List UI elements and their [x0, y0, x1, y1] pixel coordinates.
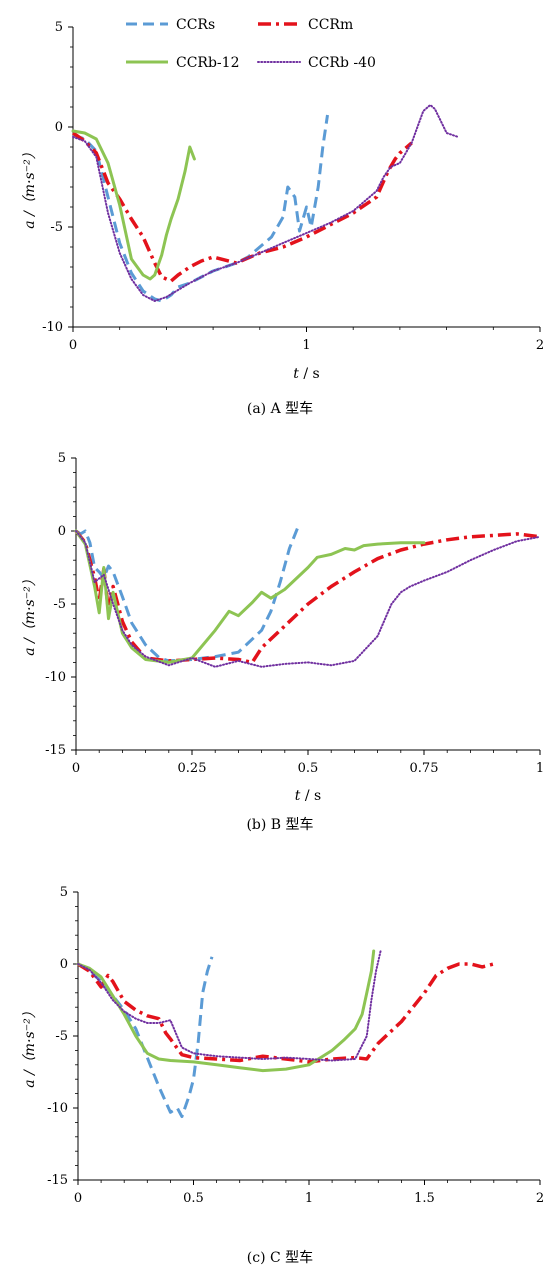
series-line-ccrb12 — [74, 529, 426, 664]
y-tick-label: -15 — [47, 1173, 68, 1188]
x-tick-label: 0 — [72, 761, 80, 776]
legend: CCRs CCRm CCRb-12 CCRb -40 — [126, 17, 376, 71]
chart-panel-3: 5 0 -5 -10 -15 0 0.5 1 1.5 2 a /（m·s⁻²） (c) C 型车 — [22, 885, 544, 1266]
y-tick-label: 0 — [60, 957, 68, 972]
x-tick-label: 0.75 — [410, 761, 439, 776]
series-line-ccrb40 — [72, 104, 460, 302]
series-line-ccrm — [77, 962, 495, 1064]
y-tick-label: -5 — [53, 597, 66, 612]
y-tick-label: 5 — [60, 885, 68, 900]
series-line-ccrm — [72, 131, 413, 283]
y-axis-label: a /（m·s⁻²） — [22, 572, 38, 655]
series-line-ccrs — [75, 524, 301, 663]
y-axis-label: a /（m·s⁻²） — [22, 1004, 38, 1087]
legend-ccrs-label: CCRs — [176, 17, 215, 33]
y-tick-label: -5 — [50, 220, 63, 235]
x-tick-label: 0.25 — [178, 761, 207, 776]
x-tick-label: 1.5 — [414, 1191, 435, 1206]
x-tick-label: 0 — [69, 338, 77, 353]
chart-panel-1: 5 0 -5 -10 0 1 2 t / s a /（m·s⁻²） (a) A 型车 — [22, 20, 544, 417]
y-tick-label: 5 — [55, 20, 63, 35]
x-tick-label: 1 — [305, 1191, 313, 1206]
x-tick-label: 0.5 — [298, 761, 319, 776]
x-tick-label: 2 — [536, 338, 544, 353]
y-tick-label: 0 — [55, 120, 63, 135]
series-line-ccrb12 — [71, 129, 196, 281]
chart-panels: 5 0 -5 -10 0 1 2 t / s a /（m·s⁻²） (a) A 型车 5 0 -5 -10… — [22, 20, 544, 1266]
series-line-ccrb40 — [77, 950, 382, 1062]
x-tick-label: 1 — [536, 761, 544, 776]
y-tick-label: 5 — [58, 451, 66, 466]
y-tick-label: 0 — [58, 524, 66, 539]
series-line-ccrb40 — [75, 530, 541, 668]
x-tick-label: 0.5 — [183, 1191, 204, 1206]
x-axis-label: t / s — [295, 788, 321, 804]
y-tick-label: -10 — [45, 670, 66, 685]
legend-ccrb40-label: CCRb -40 — [308, 55, 376, 71]
x-tick-label: 2 — [536, 1191, 544, 1206]
panel-caption: (c) C 型车 — [247, 1249, 313, 1266]
panel-caption: (a) A 型车 — [247, 400, 313, 417]
chart-panel-2: 5 0 -5 -10 -15 0 0.25 0.5 0.75 1 t / s a /（m·s⁻²） (b… — [22, 451, 544, 833]
y-tick-label: -10 — [42, 320, 63, 335]
x-axis-label: t / s — [293, 366, 319, 382]
x-tick-label: 1 — [302, 338, 310, 353]
y-tick-label: -5 — [55, 1029, 68, 1044]
series-line-ccrs — [72, 114, 329, 303]
y-tick-label: -10 — [47, 1101, 68, 1116]
y-axis-label: a /（m·s⁻²） — [22, 145, 38, 228]
legend-ccrb12-label: CCRb-12 — [176, 55, 239, 71]
y-tick-label: -15 — [45, 743, 66, 758]
panel-caption: (b) B 型车 — [246, 816, 313, 833]
x-tick-label: 0 — [74, 1191, 82, 1206]
legend-ccrm-label: CCRm — [308, 17, 353, 33]
